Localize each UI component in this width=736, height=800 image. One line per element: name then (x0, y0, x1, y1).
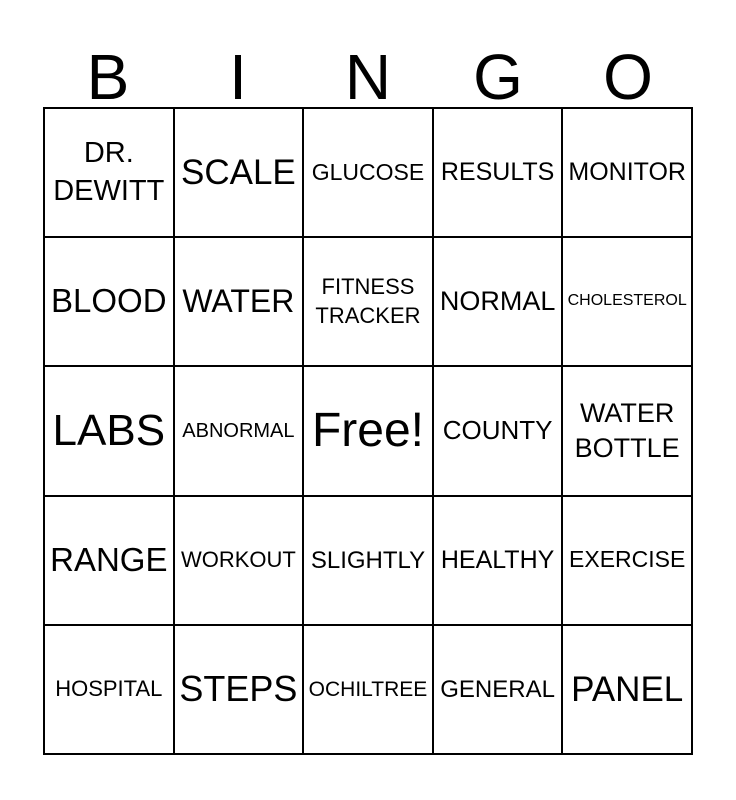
bingo-cell[interactable]: OCHILTREE (304, 625, 432, 753)
bingo-cell[interactable]: STEPS (174, 625, 303, 753)
bingo-cell[interactable]: RESULTS (433, 109, 562, 237)
bingo-cell[interactable]: MONITOR (563, 109, 691, 237)
bingo-cell[interactable]: NORMAL (433, 238, 562, 366)
bingo-cell[interactable]: COUNTY (433, 367, 562, 495)
bingo-cell[interactable]: WATER (174, 238, 303, 366)
bingo-cell[interactable]: HEALTHY (433, 496, 562, 624)
bingo-cell[interactable]: LABS (45, 367, 173, 495)
bingo-cell[interactable]: EXERCISE (563, 496, 691, 624)
bingo-cell[interactable]: ABNORMAL (174, 367, 303, 495)
title-letter-g: G (473, 41, 523, 113)
free-space-cell[interactable]: Free! (304, 367, 432, 495)
bingo-cell[interactable]: DR. DEWITT (45, 109, 173, 237)
bingo-cell[interactable]: WATER BOTTLE (563, 367, 691, 495)
bingo-cell[interactable]: SCALE (174, 109, 303, 237)
bingo-card: B I N G O DR. DEWITT SCALE GLUCOSE RESUL… (43, 0, 693, 755)
bingo-title: B I N G O (43, 0, 693, 113)
bingo-cell[interactable]: BLOOD (45, 238, 173, 366)
title-letter-n: N (344, 41, 392, 113)
bingo-cell[interactable]: FITNESS TRACKER (304, 238, 432, 366)
title-letter-o: O (603, 41, 653, 113)
bingo-cell[interactable]: PANEL (563, 625, 691, 753)
bingo-cell[interactable]: CHOLESTEROL (563, 238, 691, 366)
bingo-grid: DR. DEWITT SCALE GLUCOSE RESULTS MONITOR… (43, 107, 693, 755)
bingo-cell[interactable]: HOSPITAL (45, 625, 173, 753)
bingo-cell[interactable]: RANGE (45, 496, 173, 624)
bingo-cell[interactable]: GLUCOSE (304, 109, 432, 237)
bingo-cell[interactable]: SLIGHTLY (304, 496, 432, 624)
bingo-cell[interactable]: WORKOUT (174, 496, 303, 624)
title-letter-i: I (229, 41, 247, 113)
title-letter-b: B (86, 41, 130, 113)
bingo-cell[interactable]: GENERAL (433, 625, 562, 753)
